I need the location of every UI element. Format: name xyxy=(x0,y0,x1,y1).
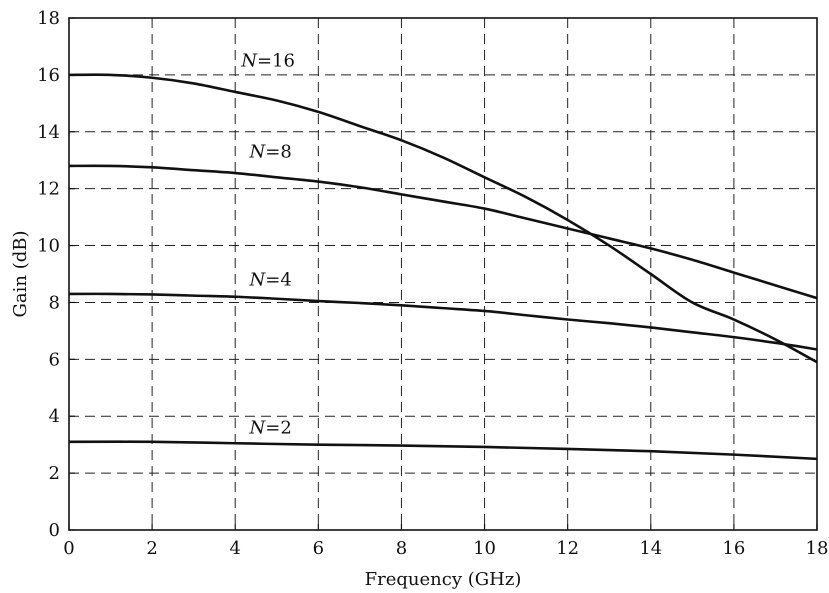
series-label: N=8 xyxy=(249,141,292,162)
series-label-variable: N xyxy=(240,50,258,71)
y-tick-label: 2 xyxy=(49,463,60,484)
axis-ticks: 0 2 4 6 8 10 12 14 16 18 0 2 4 6 8 10 12 14 16 18 xyxy=(37,8,828,559)
series-line-N16 xyxy=(68,73,818,364)
y-tick-label: 8 xyxy=(49,292,60,313)
series-line-N2 xyxy=(68,440,818,461)
x-tick-label: 4 xyxy=(229,538,240,559)
y-tick-label: 14 xyxy=(37,122,60,143)
y-tick-label: 12 xyxy=(37,179,60,200)
x-tick-label: 0 xyxy=(63,538,74,559)
x-tick-label: 10 xyxy=(473,538,496,559)
x-tick-label: 14 xyxy=(639,538,662,559)
y-tick-label: 4 xyxy=(49,406,60,427)
x-tick-label: 2 xyxy=(146,538,157,559)
series-label-variable: N xyxy=(249,141,267,162)
x-tick-label: 12 xyxy=(556,538,579,559)
plot-frame xyxy=(68,17,818,531)
series-label-variable: N xyxy=(249,417,267,438)
curves xyxy=(68,73,818,461)
x-axis-label: Frequency (GHz) xyxy=(365,569,522,590)
y-tick-label: 0 xyxy=(49,520,60,541)
series-label-value: =8 xyxy=(265,141,292,162)
x-tick-label: 6 xyxy=(313,538,324,559)
series-label-variable: N xyxy=(249,269,267,290)
series-label-value: =2 xyxy=(265,417,292,438)
y-tick-label: 10 xyxy=(37,236,60,257)
series-line-N8 xyxy=(68,164,818,300)
y-tick-label: 18 xyxy=(37,8,60,29)
series-label-value: =16 xyxy=(257,50,295,71)
series-label: N=2 xyxy=(249,417,292,438)
y-tick-label: 16 xyxy=(37,65,60,86)
series-label-value: =4 xyxy=(265,269,292,290)
y-tick-label: 6 xyxy=(49,349,60,370)
series-label: N=16 xyxy=(240,50,295,71)
x-tick-label: 18 xyxy=(806,538,829,559)
series-labels: N=16N=8N=4N=2 xyxy=(240,50,295,438)
x-tick-label: 16 xyxy=(722,538,745,559)
series-line-N4 xyxy=(68,292,818,351)
series-label: N=4 xyxy=(249,269,292,290)
y-axis-label: Gain (dB) xyxy=(10,231,31,318)
x-tick-label: 8 xyxy=(396,538,407,559)
